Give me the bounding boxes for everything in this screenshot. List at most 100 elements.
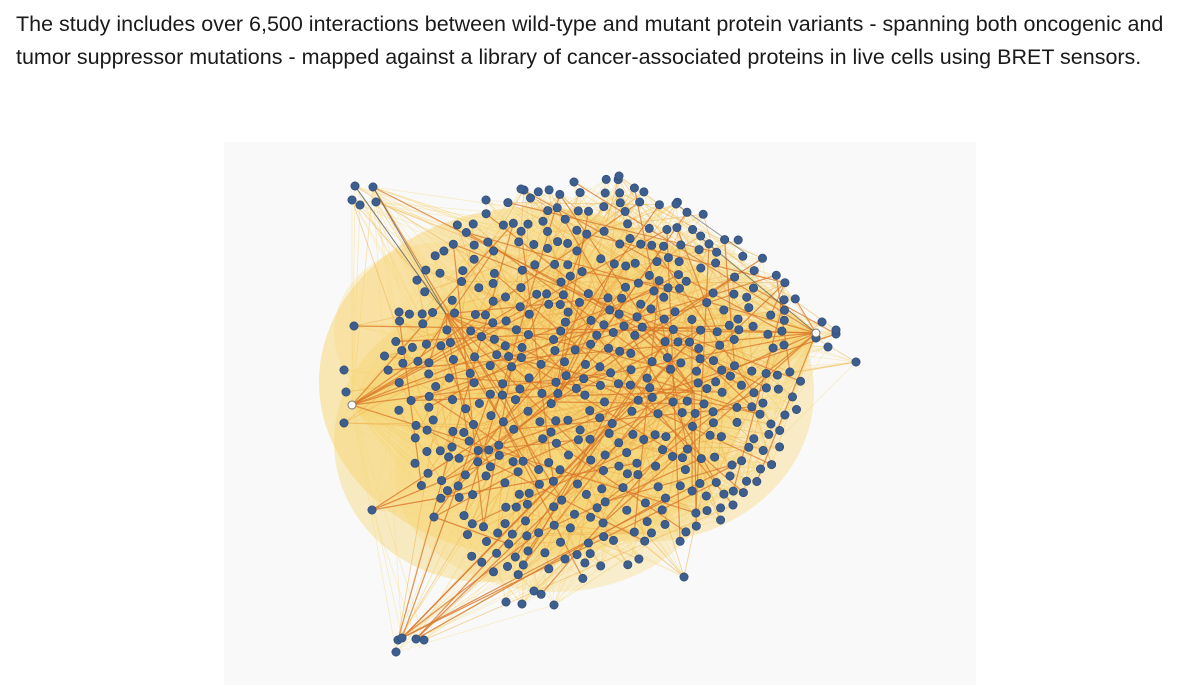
protein-node xyxy=(691,508,701,518)
interaction-edge xyxy=(354,185,523,271)
protein-node xyxy=(538,434,548,444)
protein-node xyxy=(422,446,432,456)
protein-node xyxy=(767,460,777,470)
protein-node xyxy=(732,402,742,412)
interaction-edge-strong xyxy=(372,186,563,501)
protein-node xyxy=(407,342,417,352)
protein-node xyxy=(497,390,507,400)
protein-node xyxy=(687,315,697,325)
protein-node xyxy=(600,497,610,507)
protein-node xyxy=(668,325,678,335)
protein-node xyxy=(516,226,526,236)
interaction-edge-strong xyxy=(351,228,668,406)
protein-node xyxy=(514,489,524,499)
protein-node xyxy=(492,548,502,558)
interaction-edge-strong xyxy=(453,243,801,382)
hub-edge xyxy=(351,279,418,406)
protein-node xyxy=(630,330,640,340)
protein-node xyxy=(509,424,519,434)
protein-node xyxy=(474,283,484,293)
interaction-edge xyxy=(415,490,734,640)
protein-node xyxy=(693,378,703,388)
protein-node xyxy=(630,258,640,268)
protein-node xyxy=(598,465,608,475)
protein-node xyxy=(728,500,738,510)
hub-edge xyxy=(644,391,695,542)
protein-node xyxy=(625,234,635,244)
protein-node xyxy=(549,502,559,512)
protein-node xyxy=(574,297,584,307)
protein-node xyxy=(633,278,643,288)
interaction-edge-medium xyxy=(618,290,655,315)
protein-node xyxy=(600,188,610,198)
protein-node xyxy=(608,328,618,338)
protein-node xyxy=(548,476,558,486)
protein-node xyxy=(652,257,662,267)
protein-node xyxy=(467,519,477,529)
protein-node xyxy=(615,198,625,208)
protein-node xyxy=(470,310,480,320)
protein-node xyxy=(501,502,511,512)
protein-node xyxy=(779,315,789,325)
protein-node xyxy=(596,254,606,264)
protein-node xyxy=(674,283,684,293)
protein-node xyxy=(660,493,670,503)
protein-node xyxy=(640,536,650,546)
protein-node xyxy=(687,486,697,496)
protein-node xyxy=(620,282,630,292)
interaction-edge xyxy=(553,517,591,606)
protein-node xyxy=(708,356,718,366)
interaction-edge-strong xyxy=(351,293,538,406)
interaction-edge-strong xyxy=(514,329,674,558)
protein-node xyxy=(492,350,502,360)
protein-node xyxy=(488,567,498,577)
hub-edge xyxy=(627,391,695,565)
protein-node xyxy=(542,226,552,236)
protein-node xyxy=(628,429,638,439)
protein-node xyxy=(488,278,498,288)
protein-node xyxy=(582,229,592,239)
protein-node xyxy=(481,195,491,205)
long-edge xyxy=(415,282,786,640)
protein-node xyxy=(607,418,617,428)
protein-node xyxy=(529,586,539,596)
protein-node xyxy=(599,532,609,542)
protein-node xyxy=(725,471,735,481)
protein-node xyxy=(729,361,739,371)
protein-node xyxy=(682,207,692,217)
protein-node xyxy=(734,325,744,335)
protein-node xyxy=(525,193,535,203)
protein-node xyxy=(597,484,607,494)
protein-node xyxy=(549,520,559,530)
protein-node xyxy=(465,368,475,378)
protein-node xyxy=(681,276,691,286)
protein-node xyxy=(647,240,657,250)
protein-node xyxy=(690,408,700,418)
protein-node xyxy=(702,506,712,516)
protein-node xyxy=(663,283,673,293)
protein-node xyxy=(536,359,546,369)
protein-node xyxy=(691,521,701,531)
protein-node xyxy=(485,462,495,472)
hub-edge xyxy=(351,204,361,406)
protein-node xyxy=(464,436,474,446)
protein-node xyxy=(741,476,751,486)
interaction-edge-medium xyxy=(417,189,525,362)
protein-node xyxy=(644,223,654,233)
protein-node xyxy=(779,295,789,305)
protein-node xyxy=(411,420,421,430)
interaction-edge-medium xyxy=(627,213,704,225)
protein-node xyxy=(544,299,554,309)
protein-node xyxy=(470,352,480,362)
protein-node xyxy=(679,572,689,582)
protein-node xyxy=(716,432,726,442)
protein-node xyxy=(571,383,581,393)
protein-node xyxy=(851,357,861,367)
protein-node xyxy=(595,362,605,372)
interaction-edge-strong xyxy=(520,188,783,332)
protein-node xyxy=(557,495,567,505)
protein-node xyxy=(601,174,611,184)
protein-node xyxy=(383,365,393,375)
protein-node xyxy=(442,325,452,335)
protein-node xyxy=(569,509,579,519)
